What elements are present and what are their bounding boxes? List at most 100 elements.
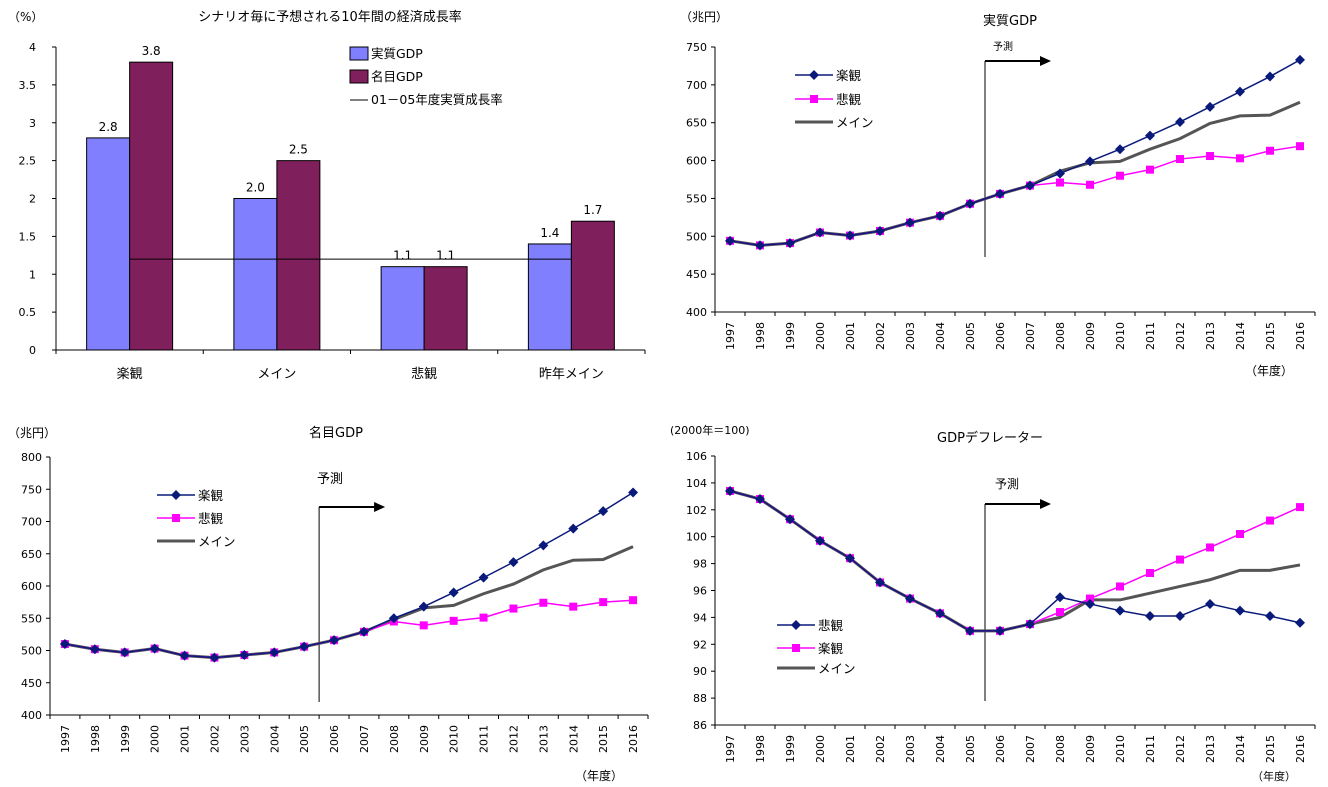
x-tick-label: 2005 [298,725,311,753]
marker-diamond [995,625,1005,636]
y-tick-label: 450 [686,268,707,281]
marker-diamond [755,494,765,505]
data-label: 1.7 [583,203,602,217]
nominal-plot: 400 450 500 550 600 650 700 750 800 1997 1998 1999 2… [21,451,649,753]
data-label: 1.1 [393,249,412,263]
nominal-forecast-label: 予測 [317,472,343,487]
y-tick-label: 600 [21,580,42,593]
bar-nominal [129,61,174,351]
y-tick-label: 88 [693,692,707,705]
x-tick-label: 2012 [1174,735,1187,763]
marker-diamond [478,572,489,583]
marker-diamond [785,514,795,525]
x-tick-label: 2005 [964,735,977,763]
marker-diamond [1175,611,1185,622]
x-tick-label: 1997 [724,322,737,350]
nominal-chart-title: 名目GDP [309,425,363,441]
marker-diamond [448,587,459,598]
marker-diamond [1235,86,1245,97]
marker-diamond [598,506,609,517]
bar-real [380,266,425,351]
marker-square [1206,152,1214,161]
x-tick-label: 2014 [1234,322,1247,350]
x-tick-label: 2004 [934,322,947,350]
marker-square [792,644,800,652]
x-tick-label: 2009 [418,725,431,753]
x-tick-label: 2016 [1294,322,1307,350]
marker-diamond [935,210,945,221]
y-tick-label: 1 [29,268,36,281]
bar-real [86,137,131,351]
marker-diamond [875,577,885,588]
growth-unit-label: （%） [8,10,43,24]
nominal-x-unit-label: （年度） [575,768,623,783]
marker-diamond [1145,130,1155,141]
x-tick-label: 2008 [1054,322,1067,350]
marker-diamond [845,553,855,564]
growth-chart-title: シナリオ毎に予想される10年間の経済成長率 [198,9,462,25]
marker-diamond [538,540,549,551]
x-tick-label: 2007 [1024,735,1037,763]
deflator-unit-label: (2000年＝100) [670,423,750,437]
x-tick-label: 2013 [1204,735,1217,763]
x-tick-label: 2016 [1294,735,1307,763]
x-tick-label: 2004 [268,725,281,753]
marker-diamond [815,535,825,546]
y-tick-label: 94 [693,611,707,624]
x-tick-label: 2003 [238,725,251,753]
x-tick-label: 2011 [1144,322,1157,350]
x-tick-label: 2008 [1054,735,1067,763]
marker-diamond [119,647,130,658]
legend-swatch-nominal [349,69,369,84]
y-tick-label: 650 [21,548,42,561]
marker-square [1206,543,1214,552]
series-line [729,490,1301,632]
x-tick-label: 2006 [328,725,341,753]
y-tick-label: 400 [686,306,707,319]
marker-diamond [905,217,915,228]
marker-square [1266,516,1274,525]
marker-diamond [418,601,429,612]
marker-square [1056,608,1064,617]
x-tick-label: 2000 [814,735,827,763]
y-tick-label: 86 [693,719,707,732]
x-tick-label: 2016 [627,725,640,753]
x-tick-label: 2013 [537,725,550,753]
marker-diamond [1025,619,1035,630]
x-tick-label: 2015 [1264,735,1277,763]
real-gdp-chart: （兆円） 実質GDP 400 450 500 550 600 650 700 750 1997 1… [680,10,1316,378]
marker-diamond [1085,598,1095,609]
x-tick-label: 2001 [844,322,857,350]
marker-square [1176,155,1184,164]
y-tick-label: 450 [21,677,42,690]
marker-square [1116,582,1124,591]
y-tick-label: 98 [693,558,707,571]
marker-diamond [1235,605,1245,616]
marker-diamond [358,626,369,637]
data-label: 2.5 [289,143,308,157]
data-label: 1.4 [540,226,559,240]
marker-diamond [755,240,765,251]
x-tick-label: 2012 [507,725,520,753]
y-tick-label: 4 [29,41,36,54]
marker-square [569,602,578,611]
forecast-arrow-head [1040,56,1051,66]
x-tick-label: 2010 [1114,322,1127,350]
y-tick-label: 700 [686,79,707,92]
y-tick-label: 2.5 [19,155,37,168]
marker-square [1116,171,1124,180]
series-line [64,491,634,659]
deflator-legend: 悲観 楽観 メイン [777,618,856,676]
marker-diamond [149,643,160,654]
legend-label-nominal: 名目GDP [371,69,423,84]
marker-diamond [628,487,639,498]
forecast-arrow-head [374,502,386,512]
x-tick-label: 2014 [1234,735,1247,763]
y-tick-label: 550 [686,192,707,205]
marker-diamond [239,650,250,661]
y-tick-label: 100 [686,531,707,544]
marker-square [1236,530,1244,539]
marker-diamond [209,652,220,663]
marker-diamond [725,235,735,246]
marker-diamond [1085,156,1095,167]
